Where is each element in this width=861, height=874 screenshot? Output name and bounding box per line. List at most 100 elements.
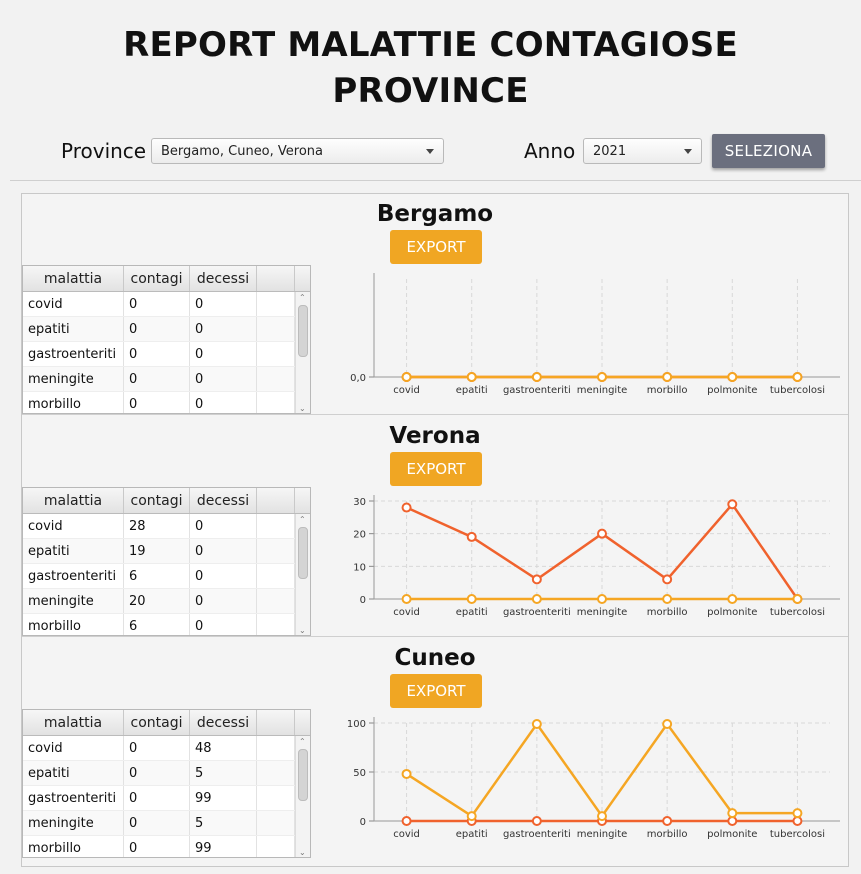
- table-cell: 0: [190, 564, 257, 588]
- table-cell: 99: [190, 786, 257, 810]
- data-point-decessi: [792, 808, 803, 819]
- table-row[interactable]: epatiti 0 5: [23, 761, 310, 786]
- table-row[interactable]: meningite 0 5: [23, 811, 310, 836]
- table-row[interactable]: morbillo 6 0: [23, 614, 310, 635]
- table-cell-filler: [257, 367, 295, 391]
- table-body: covid 0 48 epatiti 0 5 gastroenteriti 0 99 mening…: [23, 736, 310, 857]
- table-row[interactable]: gastroenteriti 6 0: [23, 564, 310, 589]
- scroll-thumb[interactable]: [298, 527, 308, 579]
- table-cell: meningite: [23, 811, 124, 835]
- table-row[interactable]: morbillo 0 0: [23, 392, 310, 413]
- column-header[interactable]: contagi: [124, 710, 190, 735]
- table-cell-filler: [257, 317, 295, 341]
- column-header-filler: [257, 266, 295, 291]
- x-tick-label: meningite: [577, 385, 628, 396]
- table-cell: epatiti: [23, 761, 124, 785]
- data-point-decessi: [466, 594, 477, 604]
- data-point-decessi: [401, 594, 412, 604]
- data-point-decessi: [531, 594, 542, 604]
- scroll-up-icon[interactable]: ⌃: [299, 293, 306, 302]
- data-point-contagi: [401, 502, 412, 513]
- table-row[interactable]: gastroenteriti 0 0: [23, 342, 310, 367]
- scroll-down-icon[interactable]: ⌄: [299, 848, 306, 857]
- column-header[interactable]: malattia: [23, 488, 124, 513]
- table-row[interactable]: covid 0 48: [23, 736, 310, 761]
- scroll-up-icon[interactable]: ⌃: [299, 737, 306, 746]
- scroll-down-icon[interactable]: ⌄: [299, 404, 306, 413]
- header-divider: [10, 180, 861, 181]
- column-header[interactable]: decessi: [190, 488, 257, 513]
- anno-label: Anno: [524, 139, 576, 163]
- x-tick-label: covid: [393, 829, 420, 840]
- table-cell: 0: [124, 292, 190, 316]
- province-combobox[interactable]: Bergamo, Cuneo, Verona: [151, 138, 444, 164]
- table-row[interactable]: epatiti 19 0: [23, 539, 310, 564]
- column-header[interactable]: decessi: [190, 710, 257, 735]
- line-chart: 0 50 100 covid epatiti gastroenteriti meningit…: [347, 717, 840, 840]
- seleziona-button[interactable]: SELEZIONA: [712, 134, 825, 168]
- column-header[interactable]: decessi: [190, 266, 257, 291]
- data-point-contagi: [727, 499, 738, 510]
- title-line-2: PROVINCE: [332, 71, 529, 111]
- table-cell: 0: [124, 342, 190, 366]
- table-cell: covid: [23, 736, 124, 760]
- table-row[interactable]: morbillo 0 99: [23, 836, 310, 857]
- province-panel: Cuneo EXPORT malattia contagi decessi covid 0 4…: [22, 637, 848, 859]
- data-point-contagi: [401, 816, 412, 826]
- export-button[interactable]: EXPORT: [390, 452, 482, 486]
- column-header[interactable]: malattia: [23, 266, 124, 291]
- title-line-1: REPORT MALATTIE CONTAGIOSE: [123, 25, 738, 65]
- disease-table[interactable]: malattia contagi decessi covid 28 0 epatiti 19 0…: [22, 487, 311, 636]
- province-name: Cuneo: [394, 645, 476, 671]
- x-tick-label: tubercolosi: [770, 829, 825, 840]
- x-tick-label: polmonite: [707, 385, 757, 396]
- table-scrollbar[interactable]: ⌃ ⌄: [295, 514, 310, 635]
- table-cell: 48: [190, 736, 257, 760]
- table-header: malattia contagi decessi: [23, 266, 310, 292]
- scroll-thumb[interactable]: [298, 749, 308, 801]
- table-row[interactable]: gastroenteriti 0 99: [23, 786, 310, 811]
- table-cell-filler: [257, 589, 295, 613]
- scroll-thumb[interactable]: [298, 305, 308, 357]
- scroll-up-icon[interactable]: ⌃: [299, 515, 306, 524]
- table-cell: covid: [23, 292, 124, 316]
- data-point-contagi: [531, 574, 542, 585]
- table-scrollbar[interactable]: ⌃ ⌄: [295, 292, 310, 413]
- anno-combobox[interactable]: 2021: [583, 138, 702, 164]
- table-row[interactable]: meningite 20 0: [23, 589, 310, 614]
- table-row[interactable]: meningite 0 0: [23, 367, 310, 392]
- data-point-decessi: [662, 594, 673, 604]
- table-cell: 0: [190, 589, 257, 613]
- anno-combobox-value: 2021: [593, 144, 627, 159]
- column-header[interactable]: contagi: [124, 266, 190, 291]
- table-cell: 0: [124, 811, 190, 835]
- province-panel: Verona EXPORT malattia contagi decessi covid 2…: [22, 415, 848, 637]
- export-button[interactable]: EXPORT: [390, 674, 482, 708]
- x-tick-label: covid: [393, 607, 420, 618]
- export-button[interactable]: EXPORT: [390, 230, 482, 264]
- y-tick-label: 0: [360, 595, 366, 606]
- table-cell: gastroenteriti: [23, 564, 124, 588]
- table-row[interactable]: covid 0 0: [23, 292, 310, 317]
- table-scrollbar[interactable]: ⌃ ⌄: [295, 736, 310, 857]
- disease-table[interactable]: malattia contagi decessi covid 0 48 epatiti 0 5 g…: [22, 709, 311, 858]
- table-row[interactable]: covid 28 0: [23, 514, 310, 539]
- y-tick-label: 100: [347, 719, 366, 730]
- table-cell: 6: [124, 564, 190, 588]
- table-cell: 0: [124, 367, 190, 391]
- table-row[interactable]: epatiti 0 0: [23, 317, 310, 342]
- table-cell: 28: [124, 514, 190, 538]
- table-cell-filler: [257, 811, 295, 835]
- data-point-decessi: [597, 372, 607, 382]
- data-point-decessi: [597, 811, 607, 822]
- column-header[interactable]: malattia: [23, 710, 124, 735]
- table-cell: 0: [190, 367, 257, 391]
- column-header[interactable]: contagi: [124, 488, 190, 513]
- x-tick-label: gastroenteriti: [503, 385, 571, 396]
- scroll-down-icon[interactable]: ⌄: [299, 626, 306, 635]
- table-cell: gastroenteriti: [23, 342, 124, 366]
- data-point-decessi: [466, 372, 477, 382]
- x-tick-label: morbillo: [647, 607, 688, 618]
- disease-table[interactable]: malattia contagi decessi covid 0 0 epatiti 0 0 ga…: [22, 265, 311, 414]
- y-tick-label: 50: [353, 768, 366, 779]
